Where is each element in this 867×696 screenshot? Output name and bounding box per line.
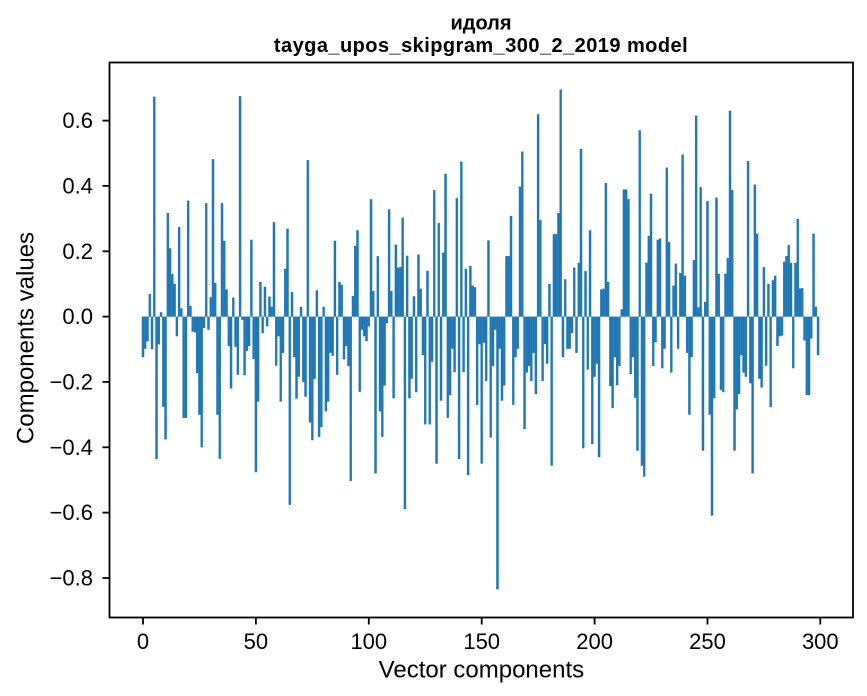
- svg-text:Components values: Components values: [13, 232, 40, 444]
- svg-text:50: 50: [244, 629, 268, 654]
- svg-text:0.6: 0.6: [62, 108, 93, 133]
- svg-text:100: 100: [350, 629, 387, 654]
- svg-text:−0.6: −0.6: [50, 500, 93, 525]
- svg-text:200: 200: [576, 629, 613, 654]
- svg-text:0.4: 0.4: [62, 174, 93, 199]
- svg-text:tayga_upos_skipgram_300_2_2019: tayga_upos_skipgram_300_2_2019 model: [274, 35, 688, 57]
- svg-text:−0.8: −0.8: [50, 566, 93, 591]
- svg-text:0: 0: [137, 629, 149, 654]
- svg-text:−0.4: −0.4: [50, 435, 93, 460]
- svg-text:Vector components: Vector components: [379, 657, 584, 684]
- svg-text:идоля: идоля: [450, 13, 511, 35]
- svg-text:0.2: 0.2: [62, 239, 93, 264]
- svg-text:−0.2: −0.2: [50, 370, 93, 395]
- svg-text:300: 300: [802, 629, 839, 654]
- svg-text:0.0: 0.0: [62, 304, 93, 329]
- svg-text:250: 250: [689, 629, 726, 654]
- svg-text:150: 150: [463, 629, 500, 654]
